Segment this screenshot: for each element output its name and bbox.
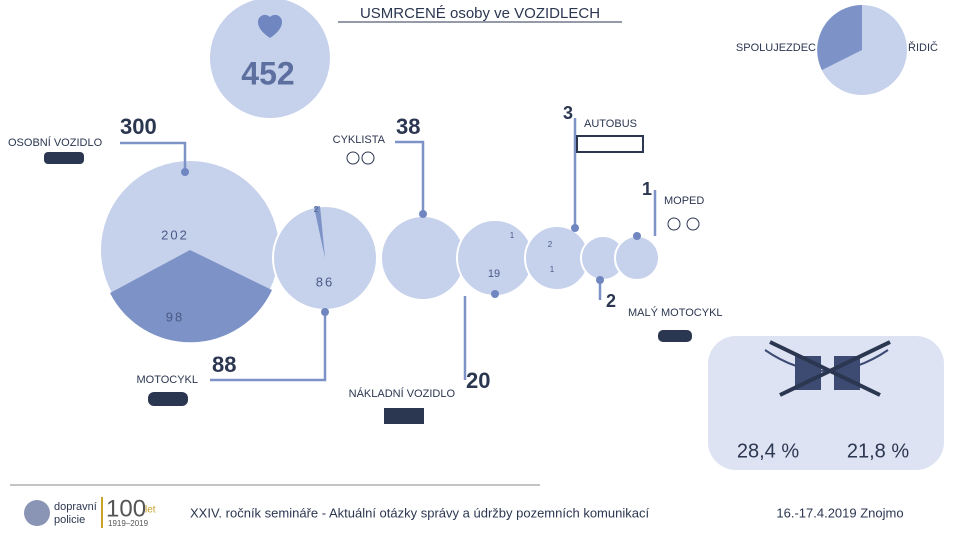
moto-passenger: 2	[314, 205, 319, 214]
moped-total: 1	[642, 179, 652, 199]
truck-dot	[491, 290, 499, 298]
moped-icon	[686, 217, 700, 231]
legend-slice	[817, 5, 862, 70]
cross-line	[779, 340, 891, 397]
car-passenger-slice	[110, 250, 272, 343]
truck-circle	[456, 219, 534, 297]
small-moto-label: MALÝ MOTOCYKL	[628, 306, 723, 319]
seat-panel	[708, 336, 944, 470]
truck-passenger: 1	[510, 231, 515, 240]
heart-icon	[257, 14, 283, 38]
cross-line	[769, 340, 881, 397]
bus-icon	[576, 135, 644, 153]
car-driver: 202	[161, 227, 189, 242]
bus-driver: 2	[548, 240, 553, 249]
percent-driver: 21,8 %	[847, 440, 909, 462]
moped-icon	[667, 217, 681, 231]
bike-icon	[346, 151, 360, 165]
bike-dot	[419, 210, 427, 218]
bike-circle	[380, 215, 466, 301]
total-number: 452	[241, 55, 294, 91]
small-moto-icon	[658, 330, 692, 342]
moped-circle	[614, 235, 660, 281]
car-total: 300	[120, 114, 157, 139]
car-label: OSOBNÍ VOZIDLO	[8, 136, 103, 149]
bike-callout	[395, 140, 425, 214]
truck-driver: 19	[488, 268, 500, 280]
moped-label: MOPED	[664, 195, 704, 207]
date: 16.-17.4.2019 Znojmo	[776, 505, 903, 520]
moto-dot	[321, 308, 329, 316]
percent-passenger: 28,4 %	[737, 440, 799, 462]
logo-line1: dopravní	[54, 501, 97, 513]
bike-label: CYKLISTA	[333, 134, 386, 146]
moto-icon	[148, 392, 188, 406]
moto-passenger-slice	[314, 206, 325, 258]
anniversary: 100	[106, 495, 146, 522]
car-callout	[120, 141, 187, 172]
moto-callout	[210, 312, 327, 382]
bike-icon	[361, 151, 375, 165]
legend-driver: ŘIDIČ	[908, 41, 938, 54]
truck-icon	[384, 408, 424, 424]
bus-label: AUTOBUS	[584, 118, 637, 130]
moto-total: 88	[212, 352, 236, 377]
bus-passenger: 1	[550, 265, 555, 274]
truck-label: NÁKLADNÍ VOZIDLO	[349, 387, 456, 400]
police-badge	[24, 500, 50, 526]
car-passenger: 98	[166, 309, 184, 324]
car-icon	[44, 152, 84, 164]
title: USMRCENÉ osoby ve VOZIDLECH	[360, 5, 600, 22]
car-dot	[181, 168, 189, 176]
bus-total: 3	[563, 103, 573, 123]
moto-label: MOTOCYKL	[136, 374, 198, 386]
anniversary-suffix: let	[145, 505, 156, 516]
truck-total: 20	[466, 368, 490, 393]
moto-driver: 86	[316, 274, 334, 289]
small-moto-total: 2	[606, 291, 616, 311]
total-circle	[210, 0, 330, 118]
seminar: XXIV. ročník semináře - Aktuální otázky …	[190, 505, 649, 520]
bus-dot	[571, 224, 579, 232]
anniversary-years: 1919–2019	[108, 519, 149, 528]
bike-total: 38	[396, 114, 420, 139]
bus-circle	[524, 225, 590, 291]
small-moto-dot	[596, 276, 604, 284]
moped-dot	[633, 232, 641, 240]
legend-passenger: SPOLUJEZDEC	[736, 42, 816, 54]
logo-line2: policie	[54, 514, 85, 526]
